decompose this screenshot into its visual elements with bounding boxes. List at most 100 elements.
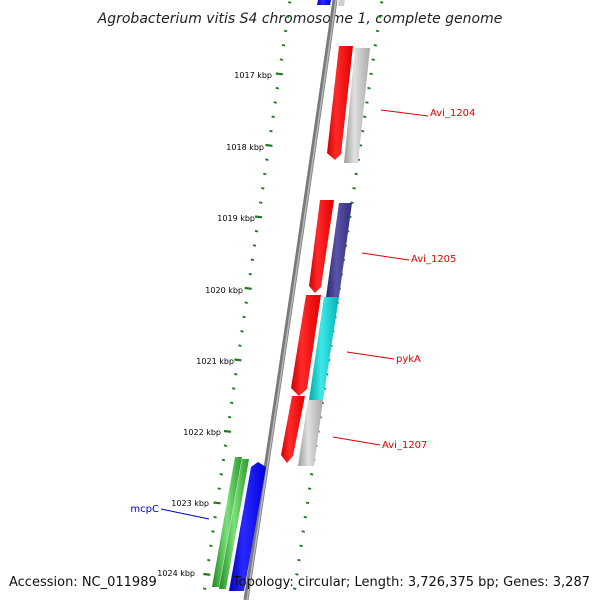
gene-label-mcpc[interactable]: mcpC — [130, 504, 159, 515]
right-track-minor-tick — [307, 487, 312, 490]
right-track-minor-tick — [350, 201, 354, 204]
left-tick-track — [202, 1, 292, 590]
accession-text: Accession: NC_011989 — [9, 575, 157, 590]
left-track-major-tick — [234, 358, 242, 362]
chromosome-backbone-highlight — [246, 0, 337, 600]
left-track-minor-tick — [202, 587, 207, 590]
gene-avi1204-red[interactable] — [327, 46, 353, 160]
gene-avi1207-gray[interactable] — [298, 400, 323, 466]
left-track-major-tick — [254, 215, 263, 219]
left-track-minor-tick — [281, 44, 286, 47]
leader-mcpc — [160, 508, 210, 520]
left-track-major-tick — [265, 143, 273, 147]
right-track-minor-tick — [365, 101, 369, 104]
right-track-minor-tick — [297, 558, 301, 562]
topology-text: Topology: circular; Length: 3,726,375 bp… — [232, 575, 590, 590]
gene-leader-lines — [332, 109, 429, 446]
right-track-minor-tick — [369, 72, 373, 76]
right-track-minor-tick — [301, 530, 305, 533]
leader-avi1207 — [332, 436, 381, 446]
left-track-minor-tick — [285, 15, 290, 18]
gene-mcpc-green[interactable] — [212, 457, 242, 587]
left-track-major-tick — [275, 72, 283, 76]
left-track-minor-tick — [209, 544, 213, 548]
gene-pyka-red[interactable] — [291, 295, 321, 396]
leader-avi1205 — [361, 252, 410, 261]
gene-partial-top[interactable] — [317, 0, 331, 5]
gene-avi1204-gray[interactable] — [344, 48, 370, 163]
right-track-minor-tick — [373, 44, 378, 47]
left-track-minor-tick — [213, 515, 217, 519]
chromosome-backbone — [243, 0, 338, 600]
left-track-minor-tick — [219, 473, 224, 476]
ruler-label-1022: 1022 kbp — [183, 428, 221, 437]
left-track-minor-tick — [269, 129, 273, 133]
right-track-minor-tick — [375, 29, 380, 33]
left-track-minor-tick — [265, 158, 269, 161]
right-track-minor-tick — [299, 544, 303, 548]
map-title: Agrobacterium vitis S4 chromosome 1, com… — [97, 11, 503, 27]
left-track-major-tick — [213, 501, 221, 505]
gene-label-avi1205[interactable]: Avi_1205 — [411, 254, 456, 265]
left-track-major-tick — [223, 429, 232, 433]
left-track-minor-tick — [217, 487, 221, 490]
ruler-label-1020: 1020 kbp — [205, 286, 243, 295]
left-track-minor-tick — [258, 201, 263, 204]
left-track-minor-tick — [244, 301, 248, 304]
right-track-minor-tick — [303, 515, 308, 519]
left-track-minor-tick — [273, 101, 277, 104]
ruler-label-1019: 1019 kbp — [217, 214, 255, 223]
left-track-major-tick — [203, 572, 211, 576]
left-track-minor-tick — [271, 115, 275, 119]
gene-label-avi1207[interactable]: Avi_1207 — [382, 440, 427, 451]
left-track-minor-tick — [231, 387, 236, 390]
gene-mcpc-green-light[interactable] — [219, 459, 249, 589]
gene-pyka-cyan[interactable] — [309, 297, 339, 400]
left-track-minor-tick — [229, 401, 234, 405]
gene-avi1205-navy[interactable] — [326, 203, 352, 297]
left-track-minor-tick — [227, 415, 232, 419]
left-track-minor-tick — [238, 344, 242, 347]
gene-partial-top-gray[interactable] — [338, 0, 345, 6]
left-track-minor-tick — [275, 86, 280, 90]
left-track-major-tick — [244, 286, 252, 290]
right-track-minor-tick — [371, 58, 375, 61]
right-track-minor-tick — [292, 587, 297, 590]
left-track-minor-tick — [263, 172, 267, 176]
leader-pyka — [346, 351, 395, 360]
left-track-minor-tick — [211, 530, 215, 533]
left-track-minor-tick — [207, 558, 211, 562]
ruler-label-1021: 1021 kbp — [196, 357, 234, 366]
left-track-minor-tick — [223, 444, 228, 447]
gene-label-pyka[interactable]: pykA — [396, 354, 421, 365]
right-track-minor-tick — [379, 1, 384, 4]
gene-label-avi1204[interactable]: Avi_1204 — [430, 108, 475, 119]
left-track-minor-tick — [242, 315, 246, 319]
left-track-minor-tick — [248, 272, 253, 276]
ruler-label-1018: 1018 kbp — [226, 143, 264, 152]
left-track-minor-tick — [287, 1, 292, 4]
right-track-minor-tick — [295, 573, 299, 576]
right-track-minor-tick — [367, 86, 371, 90]
ruler-label-1024: 1024 kbp — [157, 569, 195, 578]
right-track-minor-tick — [305, 501, 310, 505]
left-track-minor-tick — [252, 244, 257, 247]
right-track-minor-tick — [360, 129, 365, 133]
left-track-minor-tick — [279, 58, 284, 61]
gene-avi1205-red[interactable] — [309, 200, 334, 293]
right-track-minor-tick — [309, 473, 314, 476]
right-track-minor-tick — [354, 172, 358, 176]
left-track-minor-tick — [254, 229, 259, 233]
left-track-minor-tick — [234, 372, 238, 376]
left-track-minor-tick — [261, 187, 265, 190]
ruler-labels: 1017 kbp 1018 kbp 1019 kbp 1020 kbp 1021… — [157, 71, 272, 578]
ruler-label-1023: 1023 kbp — [171, 499, 209, 508]
right-track-minor-tick — [362, 115, 367, 119]
ruler-label-1017: 1017 kbp — [234, 71, 272, 80]
right-track-minor-tick — [377, 15, 382, 18]
left-track-minor-tick — [240, 330, 244, 333]
gene-blue-lower[interactable] — [229, 462, 266, 591]
gene-avi1207-red[interactable] — [281, 396, 305, 463]
